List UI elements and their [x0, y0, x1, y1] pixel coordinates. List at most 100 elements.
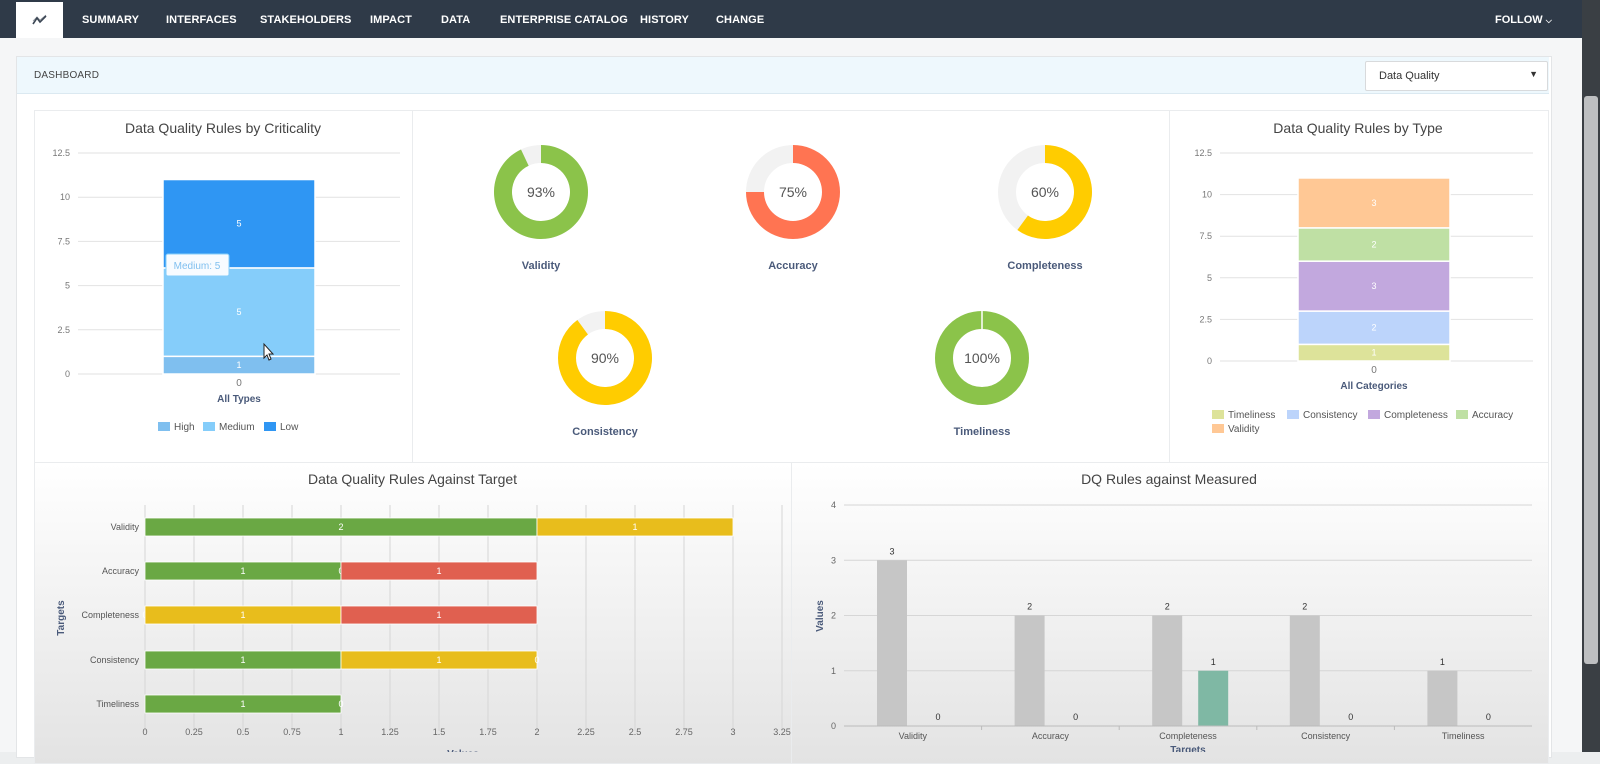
x-tick-label: 3 — [730, 727, 735, 737]
y-tick-label: 2 — [831, 611, 836, 621]
legend-label-completeness: Completeness — [1384, 410, 1448, 421]
y-tick-label: 4 — [831, 500, 836, 510]
tab-summary[interactable]: SUMMARY — [82, 14, 140, 26]
chart-title-type: Data Quality Rules by Type — [1273, 120, 1443, 136]
bar-segment[interactable] — [340, 561, 538, 581]
x-tick-label: 0.75 — [283, 727, 301, 737]
bar[interactable] — [1427, 670, 1458, 726]
donut-arc-accuracy[interactable] — [746, 145, 840, 239]
y-tick-label: 2.5 — [1199, 314, 1212, 324]
bar-segment-validity[interactable] — [1297, 177, 1451, 229]
bar-data-label: 1 — [1440, 657, 1445, 667]
x-tick-label-timeliness: Timeliness — [1442, 731, 1485, 741]
bar-data-label: 0 — [1486, 712, 1491, 722]
dashboard-type-select[interactable]: Data Quality ▼ — [1365, 61, 1548, 91]
scrollbar-thumb[interactable] — [1584, 96, 1598, 664]
donut-percent-validity: 93% — [527, 184, 555, 200]
bar-data-label: 0 — [1348, 712, 1353, 722]
donut-arc-completeness[interactable] — [1017, 145, 1092, 239]
bar[interactable] — [877, 560, 907, 726]
x-tick-label: 2.25 — [577, 727, 595, 737]
legend-swatch-medium[interactable] — [203, 422, 215, 431]
legend-label-validity: Validity — [1228, 424, 1260, 435]
donut-label-accuracy: Accuracy — [768, 260, 818, 272]
legend-label-consistency: Consistency — [1303, 410, 1357, 421]
x-axis-category-label: All Types — [217, 394, 261, 405]
legend-swatch-consistency[interactable] — [1287, 410, 1299, 419]
tab-stakeholders[interactable]: STAKEHOLDERS — [260, 14, 352, 26]
bar-data-label: 0 — [935, 712, 940, 722]
dashboard-header — [17, 57, 1549, 94]
x-tick-label: 0.25 — [185, 727, 203, 737]
donut-arc-consistency[interactable] — [558, 311, 652, 405]
legend-swatch-high[interactable] — [158, 422, 170, 431]
tab-activity[interactable] — [16, 2, 63, 38]
y-tick-label-timeliness: Timeliness — [96, 699, 139, 709]
bar-segment[interactable] — [340, 650, 538, 670]
x-tick-label: 2 — [534, 727, 539, 737]
donut-percent-timeliness: 100% — [964, 350, 1000, 366]
y-tick-label: 5 — [1207, 273, 1212, 283]
legend-swatch-low[interactable] — [264, 422, 276, 431]
x-tick-label-completeness: Completeness — [1159, 731, 1217, 741]
x-tick-label: 2.75 — [675, 727, 693, 737]
bar-data-label: 2 — [1371, 323, 1376, 333]
y-tick-label: 10 — [1202, 190, 1212, 200]
y-tick-label: 2.5 — [57, 325, 70, 335]
y-tick-label: 7.5 — [1199, 231, 1212, 241]
follow-menu[interactable]: FOLLOW ⌵ — [1495, 0, 1552, 38]
donut-percent-consistency: 90% — [591, 350, 619, 366]
tab-history[interactable]: HISTORY — [640, 14, 689, 26]
legend-swatch-accuracy[interactable] — [1456, 410, 1468, 419]
bar-segment-low[interactable] — [162, 178, 316, 269]
y-tick-label: 0 — [65, 369, 70, 379]
tab-data[interactable]: DATA — [441, 14, 471, 26]
donut-arc-validity[interactable] — [493, 145, 588, 239]
bar-segment-completeness[interactable] — [1297, 260, 1451, 312]
bar-data-label: 1 — [632, 522, 637, 532]
bar-data-label: 2 — [1371, 240, 1376, 250]
bar-segment[interactable] — [536, 517, 734, 537]
bar-data-label: 5 — [236, 307, 241, 317]
bar-segment[interactable] — [144, 694, 342, 714]
x-tick-label: 2.5 — [629, 727, 642, 737]
legend-swatch-validity[interactable] — [1212, 424, 1224, 433]
tab-change[interactable]: CHANGE — [716, 14, 765, 26]
bar-segment[interactable] — [340, 605, 538, 625]
donut-label-validity: Validity — [522, 260, 561, 272]
bar[interactable] — [1198, 670, 1229, 726]
dashboard-label: DASHBOARD — [34, 70, 100, 81]
bar[interactable] — [1289, 615, 1320, 727]
chart-title-against-measured: DQ Rules against Measured — [1081, 471, 1257, 487]
donut-percent-completeness: 60% — [1031, 184, 1059, 200]
bar[interactable] — [1152, 615, 1183, 727]
y-tick-label: 0 — [1207, 356, 1212, 366]
bar[interactable] — [1014, 615, 1045, 727]
x-tick-label: 1.25 — [381, 727, 399, 737]
bar-segment-consistency[interactable] — [1297, 310, 1451, 346]
y-tick-label: 12.5 — [52, 148, 70, 158]
chart-title-against-target: Data Quality Rules Against Target — [307, 471, 518, 487]
x-tick-label: 0.5 — [237, 727, 250, 737]
bar-data-label: 2 — [1165, 602, 1170, 612]
tab-enterprise-catalog[interactable]: ENTERPRISE CATALOG — [500, 14, 628, 26]
bar-data-label: 1 — [236, 360, 241, 370]
x-axis-label: Targets — [1170, 745, 1206, 752]
y-tick-label-accuracy: Accuracy — [102, 566, 140, 576]
tab-impact[interactable]: IMPACT — [370, 14, 412, 26]
bar-data-label: 1 — [436, 566, 441, 576]
y-axis-label: Targets — [56, 600, 67, 636]
legend-swatch-timeliness[interactable] — [1212, 410, 1224, 419]
bar-data-label: 1 — [240, 610, 245, 620]
tab-interfaces[interactable]: INTERFACES — [166, 14, 237, 26]
bar-data-label: 2 — [1027, 602, 1032, 612]
chart-title-criticality: Data Quality Rules by Criticality — [124, 120, 322, 136]
donut-label-timeliness: Timeliness — [954, 426, 1011, 438]
y-tick-label: 5 — [65, 281, 70, 291]
x-tick-label-validity: Validity — [899, 731, 928, 741]
y-tick-label: 1 — [831, 666, 836, 676]
x-tick-label: 0 — [236, 378, 242, 389]
y-tick-label: 10 — [60, 192, 70, 202]
legend-swatch-completeness[interactable] — [1368, 410, 1380, 419]
top-nav-bar — [0, 0, 1582, 38]
